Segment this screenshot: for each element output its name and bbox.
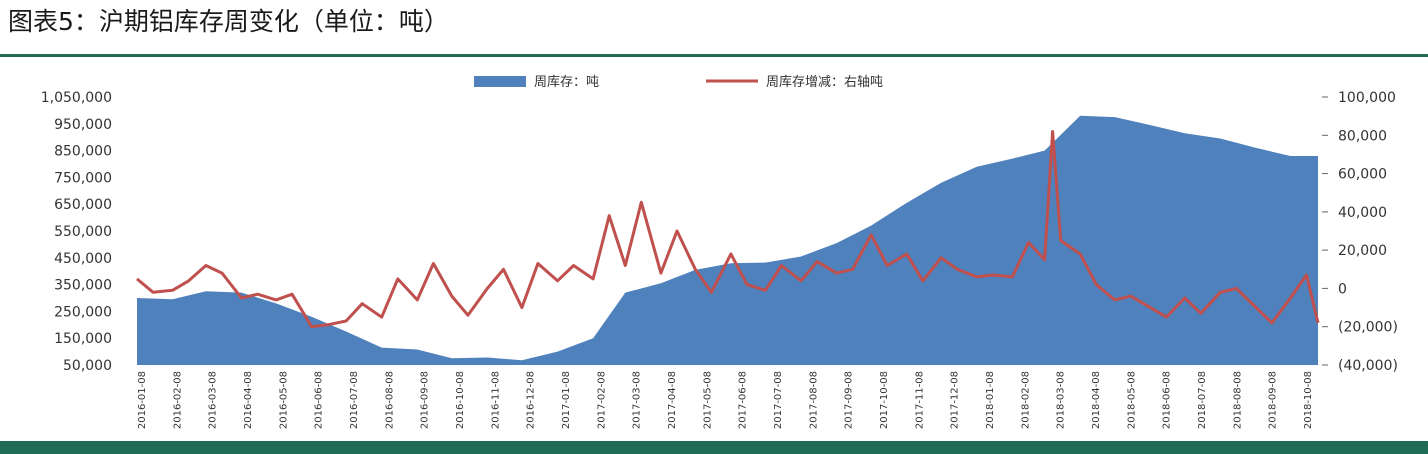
bottom-rule <box>0 441 1428 454</box>
x-tick-label: 2017-09-08 <box>844 371 855 429</box>
x-tick-label: 2016-02-08 <box>172 371 183 429</box>
right-tick-label: 40,000 <box>1338 205 1387 221</box>
x-tick-label: 2018-09-08 <box>1268 371 1279 429</box>
legend: 周库存：吨 周库存增减：右轴吨 <box>474 74 883 90</box>
x-tick-label: 2016-10-08 <box>455 371 466 429</box>
x-tick-label: 2016-08-08 <box>384 371 395 429</box>
left-tick-label: 350,000 <box>54 278 112 294</box>
x-axis-ticks: 2016-01-08 2016-02-08 2016-03-08 2016-04-08… <box>137 371 1314 429</box>
x-tick-label: 2017-11-08 <box>914 371 925 429</box>
weekly-change-line <box>136 130 1320 329</box>
x-tick-label: 2017-02-08 <box>596 371 607 429</box>
right-tick-label: (40,000) <box>1338 358 1398 374</box>
x-tick-label: 2017-07-08 <box>773 371 784 429</box>
top-rule <box>0 54 1428 57</box>
right-tick-label: 20,000 <box>1338 243 1387 259</box>
x-tick-label: 2017-03-08 <box>632 371 643 429</box>
x-tick-label: 2018-08-08 <box>1232 371 1243 429</box>
legend-swatch-area <box>474 76 526 87</box>
x-tick-label: 2018-02-08 <box>1020 371 1031 429</box>
left-tick-label: 750,000 <box>54 170 112 186</box>
left-tick-label: 950,000 <box>54 117 112 133</box>
left-tick-label: 1,050,000 <box>41 90 112 106</box>
x-tick-label: 2017-06-08 <box>738 371 749 429</box>
x-tick-label: 2018-03-08 <box>1056 371 1067 429</box>
left-tick-label: 150,000 <box>54 331 112 347</box>
right-tick-label: 0 <box>1338 281 1347 297</box>
x-tick-label: 2018-06-08 <box>1162 371 1173 429</box>
x-tick-label: 2016-11-08 <box>490 371 501 429</box>
x-tick-label: 2018-01-08 <box>985 371 996 429</box>
right-axis-ticks: 100,000 80,000 60,000 40,000 20,000 0 (20,000)… <box>1322 90 1398 374</box>
left-tick-label: 550,000 <box>54 224 112 240</box>
left-tick-label: 250,000 <box>54 304 112 320</box>
x-tick-label: 2017-04-08 <box>667 371 678 429</box>
left-tick-label: 450,000 <box>54 251 112 267</box>
legend-label-line: 周库存增减：右轴吨 <box>766 74 883 90</box>
x-tick-label: 2017-08-08 <box>808 371 819 429</box>
figure-title: 图表5：沪期铝库存周变化（单位：吨） <box>8 7 449 36</box>
left-tick-label: 850,000 <box>54 144 112 160</box>
x-tick-label: 2016-04-08 <box>243 371 254 429</box>
x-tick-label: 2018-04-08 <box>1091 371 1102 429</box>
x-tick-label: 2016-09-08 <box>420 371 431 429</box>
x-tick-label: 2016-07-08 <box>349 371 360 429</box>
x-tick-label: 2016-12-08 <box>526 371 537 429</box>
inventory-area <box>137 115 1318 365</box>
x-tick-label: 2016-01-08 <box>137 371 148 429</box>
left-tick-label: 50,000 <box>63 358 112 374</box>
right-tick-label: 60,000 <box>1338 167 1387 183</box>
x-tick-label: 2016-05-08 <box>278 371 289 429</box>
right-tick-label: 100,000 <box>1338 90 1396 106</box>
left-tick-label: 650,000 <box>54 197 112 213</box>
right-tick-label: (20,000) <box>1338 320 1398 336</box>
right-tick-label: 80,000 <box>1338 128 1387 144</box>
inventory-chart: 周库存：吨 周库存增减：右轴吨 50,000 150,000 250,000 350,… <box>41 74 1398 429</box>
x-tick-label: 2017-05-08 <box>702 371 713 429</box>
x-tick-label: 2017-12-08 <box>950 371 961 429</box>
plot-area <box>136 115 1320 365</box>
x-tick-label: 2017-01-08 <box>561 371 572 429</box>
x-tick-label: 2018-07-08 <box>1197 371 1208 429</box>
legend-label-area: 周库存：吨 <box>534 74 599 90</box>
x-tick-label: 2016-03-08 <box>208 371 219 429</box>
x-tick-label: 2018-05-08 <box>1126 371 1137 429</box>
x-tick-label: 2018-10-08 <box>1303 371 1314 429</box>
x-tick-label: 2017-10-08 <box>879 371 890 429</box>
left-axis-ticks: 50,000 150,000 250,000 350,000 450,000 550,00… <box>41 90 112 374</box>
x-tick-label: 2016-06-08 <box>314 371 325 429</box>
